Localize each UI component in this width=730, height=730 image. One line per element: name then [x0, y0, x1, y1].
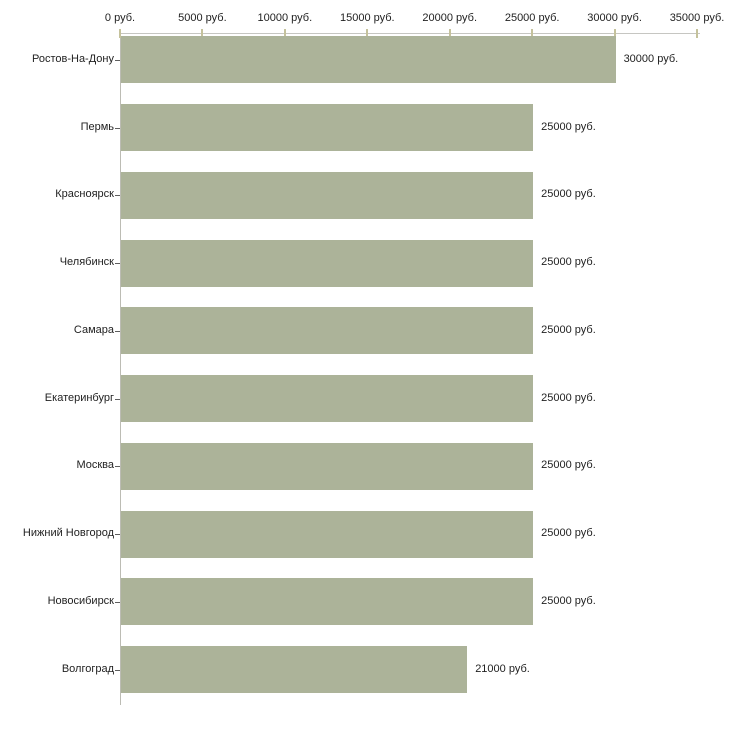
x-tick-mark [448, 29, 451, 38]
value-label: 25000 руб. [541, 256, 596, 269]
bar [121, 510, 534, 558]
y-tick-mark [115, 534, 120, 535]
value-label: 25000 руб. [541, 391, 596, 404]
y-tick-mark [115, 60, 120, 61]
category-label: Челябинск [59, 256, 114, 269]
bar [121, 646, 468, 694]
value-label: 25000 руб. [541, 527, 596, 540]
category-label: Красноярск [55, 188, 114, 201]
y-axis-line [120, 33, 121, 705]
y-tick-mark [115, 399, 120, 400]
x-tick-label: 0 руб. [104, 12, 136, 24]
x-tick-label: 35000 руб. [669, 12, 725, 24]
bar [121, 307, 534, 355]
value-label: 21000 руб. [475, 662, 530, 675]
bar [121, 171, 534, 219]
value-label: 25000 руб. [541, 120, 596, 133]
y-tick-mark [115, 466, 120, 467]
x-axis-line [120, 33, 700, 34]
x-tick-mark [201, 29, 204, 38]
value-label: 25000 руб. [541, 459, 596, 472]
category-label: Ростов-На-Дону [31, 52, 114, 65]
bar [121, 36, 616, 84]
category-label: Москва [76, 459, 114, 472]
value-label: 30000 руб. [623, 52, 679, 65]
value-label: 25000 руб. [541, 188, 596, 201]
x-tick-mark [531, 29, 534, 38]
value-label: 25000 руб. [541, 594, 596, 607]
x-tick-label: 20000 руб. [422, 12, 478, 24]
x-tick-mark [283, 29, 286, 38]
category-label: Нижний Новгород [22, 527, 114, 540]
category-label: Пермь [80, 120, 114, 133]
y-tick-mark [115, 195, 120, 196]
category-label: Волгоград [61, 662, 114, 675]
x-tick-mark [613, 29, 616, 38]
bar [121, 442, 534, 490]
x-tick-mark [696, 29, 698, 38]
bar [121, 104, 534, 152]
bar [121, 578, 534, 626]
x-tick-label: 15000 руб. [339, 12, 395, 24]
value-label: 25000 руб. [541, 323, 596, 336]
bar [121, 375, 534, 423]
y-tick-mark [115, 670, 120, 671]
y-tick-mark [115, 331, 120, 332]
category-label: Самара [73, 323, 114, 336]
category-label: Новосибирск [47, 594, 114, 607]
x-tick-label: 25000 руб. [504, 12, 560, 24]
category-label: Екатеринбург [44, 391, 114, 404]
x-tick-mark [366, 29, 369, 38]
y-tick-mark [115, 602, 120, 603]
y-tick-mark [115, 263, 120, 264]
x-tick-label: 5000 руб. [178, 12, 227, 24]
y-tick-mark [115, 128, 120, 129]
x-tick-mark [119, 29, 121, 38]
x-tick-label: 30000 руб. [587, 12, 642, 24]
bar [121, 239, 534, 287]
x-tick-label: 10000 руб. [257, 12, 313, 24]
